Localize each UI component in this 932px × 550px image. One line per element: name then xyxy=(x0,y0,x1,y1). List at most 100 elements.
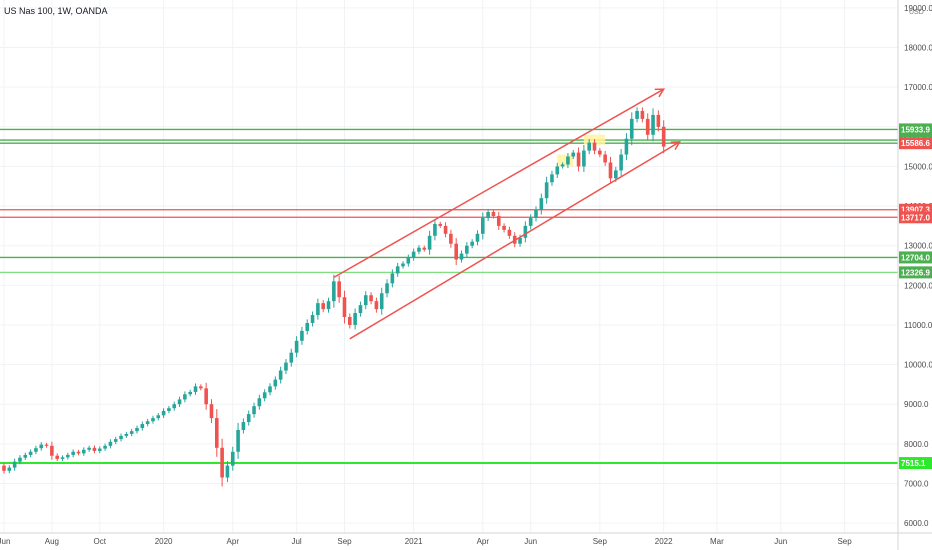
candle-body xyxy=(401,263,405,267)
candle-body xyxy=(289,352,294,363)
y-tick-label: 6000.0 xyxy=(904,519,929,528)
candle-body xyxy=(220,447,224,478)
candle-body xyxy=(236,429,240,452)
candle-body xyxy=(252,406,256,415)
candle-body xyxy=(528,217,533,226)
candle-body xyxy=(635,110,639,119)
candle-body xyxy=(363,295,368,306)
x-tick-label: 2020 xyxy=(155,537,173,546)
candle-body xyxy=(406,257,411,264)
candle-body xyxy=(316,303,320,316)
price-badge-label: 15586.6 xyxy=(901,139,930,148)
candle-body xyxy=(582,150,586,167)
candle-body xyxy=(539,198,544,211)
candle-body xyxy=(262,392,267,399)
y-tick-label: 18000.0 xyxy=(904,44,932,53)
candle-body xyxy=(82,449,86,454)
candle-body xyxy=(215,418,219,448)
candle-body xyxy=(358,305,363,314)
candle-body xyxy=(129,431,134,434)
price-badge-label: 7515.1 xyxy=(901,459,926,468)
candle-body xyxy=(44,444,49,446)
highlight-box[interactable] xyxy=(557,154,574,167)
candle-body xyxy=(443,225,448,234)
candle-body xyxy=(268,386,272,393)
time-axis[interactable]: Jun Aug Oct 2020 Apr Jul Sep 2021 Apr Jun Sep 2022 M… xyxy=(0,537,852,546)
x-tick-label: Sep xyxy=(337,537,352,546)
candle-body xyxy=(518,237,522,244)
candle-body xyxy=(385,283,389,294)
y-tick-label: 10000.0 xyxy=(904,361,932,370)
channel-line[interactable] xyxy=(349,141,681,340)
candle-body xyxy=(273,379,278,387)
channel-line[interactable] xyxy=(333,88,665,279)
candle-body xyxy=(76,451,81,454)
candle-body xyxy=(294,340,299,353)
candle-body xyxy=(7,467,12,471)
price-badge-label: 13717.0 xyxy=(901,213,930,222)
candle-body xyxy=(661,126,666,147)
candles xyxy=(2,107,666,487)
candle-body xyxy=(284,362,288,371)
grid xyxy=(0,0,898,533)
price-badge xyxy=(899,211,932,224)
candle-body xyxy=(119,435,123,440)
candle-body xyxy=(230,451,235,466)
candle-body xyxy=(199,386,203,389)
candle-body xyxy=(145,421,150,425)
candle-body xyxy=(470,241,474,246)
candle-body xyxy=(417,247,421,252)
candle-body xyxy=(18,457,22,462)
x-tick-label: 2022 xyxy=(655,537,673,546)
candle-body xyxy=(300,330,304,341)
candle-body xyxy=(603,154,607,163)
y-tick-label: 8000.0 xyxy=(904,440,929,449)
candle-body xyxy=(379,293,384,310)
x-tick-label: Aug xyxy=(45,537,59,546)
candle-body xyxy=(598,150,602,155)
candle-body xyxy=(172,404,177,409)
candle-body xyxy=(608,162,613,179)
candle-body xyxy=(507,229,512,236)
candle-body xyxy=(374,301,379,310)
y-tick-label: 9000.0 xyxy=(904,400,929,409)
candle-body xyxy=(449,233,453,244)
candle-body xyxy=(167,408,171,411)
candle-body xyxy=(39,444,44,449)
y-tick-label: 17000.0 xyxy=(904,83,932,92)
price-badge-label: 15933.9 xyxy=(901,125,930,134)
candle-body xyxy=(188,391,192,395)
channel-lines[interactable] xyxy=(333,88,681,340)
candle-body xyxy=(454,243,458,260)
candle-body xyxy=(534,210,538,218)
candle-body xyxy=(225,465,230,478)
candle-body xyxy=(34,448,38,452)
candle-body xyxy=(523,225,528,238)
price-badge xyxy=(899,137,932,150)
candle-body xyxy=(135,427,139,432)
candle-body xyxy=(28,451,33,455)
candle-body xyxy=(555,166,560,175)
horizontal-levels[interactable] xyxy=(0,128,898,465)
candle-body xyxy=(496,215,501,226)
candle-body xyxy=(427,235,432,250)
y-tick-label: 7000.0 xyxy=(904,479,929,488)
candle-body xyxy=(55,455,59,459)
candle-body xyxy=(332,281,336,302)
candle-body xyxy=(465,245,469,254)
candle-body xyxy=(544,182,549,199)
candle-body xyxy=(411,251,416,258)
x-tick-label: Sep xyxy=(837,537,852,546)
candle-body xyxy=(113,439,118,442)
x-tick-label: Jun xyxy=(0,537,10,546)
x-tick-label: Jun xyxy=(774,537,787,546)
candle-body xyxy=(395,266,400,274)
candle-body xyxy=(348,317,352,325)
candle-body xyxy=(592,142,597,151)
candle-body xyxy=(321,303,325,310)
price-badge-label: 12704.0 xyxy=(901,253,930,262)
candle-body xyxy=(50,445,54,456)
x-tick-label: 2021 xyxy=(405,537,423,546)
candle-body xyxy=(614,170,618,179)
candle-body xyxy=(108,441,113,446)
